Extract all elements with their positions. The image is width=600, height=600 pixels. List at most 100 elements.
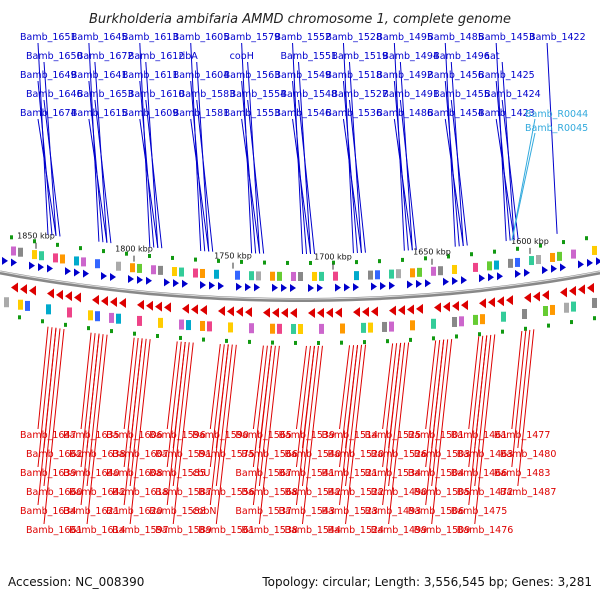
leader-line (196, 99, 214, 252)
leader-line (342, 118, 362, 253)
leader-line (209, 344, 229, 506)
cog-category-box (298, 323, 303, 334)
gc-mark (570, 320, 573, 325)
gene-label: Bamb_1591 (155, 449, 212, 460)
gene-label: Bamb_1486 (376, 108, 433, 119)
gc-mark (125, 251, 128, 256)
reverse-gene-arrow (47, 288, 54, 299)
leader-line (393, 118, 413, 251)
forward-gene-arrow (47, 264, 53, 273)
gc-mark (194, 257, 197, 262)
gc-mark (332, 260, 335, 265)
leader-line (495, 118, 515, 241)
cog-category-box (564, 302, 569, 313)
gene-label: Bamb_1544 (284, 525, 341, 536)
gene-label: Bamb_1552 (275, 32, 332, 43)
leader-line (88, 118, 108, 243)
reverse-gene-arrow (65, 291, 72, 302)
leader-line (247, 99, 265, 254)
leader-line (123, 337, 135, 430)
cog-category-box (214, 269, 219, 279)
leader-line (37, 327, 53, 468)
cog-category-box (375, 270, 380, 280)
forward-gene-arrow (137, 275, 143, 284)
tick-label: 1600 kbp (511, 237, 549, 246)
reverse-gene-arrow (569, 285, 576, 296)
gene-label: Bamb_1537 (235, 506, 292, 517)
forward-gene-arrow (335, 283, 341, 292)
leader-line (292, 80, 308, 255)
cog-category-box (508, 258, 513, 268)
gene-labels: Bamb_1651Bamb_1650Bamb_1649Bamb_1646Bamb… (20, 32, 588, 536)
cog-category-box (18, 247, 23, 257)
cog-category-box (543, 306, 548, 317)
forward-gene-arrow (560, 263, 566, 272)
reverse-gene-arrow (29, 285, 36, 296)
gene-label: Bamb_1613 (122, 32, 179, 43)
cog-category-box (557, 251, 562, 261)
gene-label: Bamb_1538 (241, 525, 298, 536)
gc-mark (240, 259, 243, 264)
cog-category-box (116, 313, 121, 324)
leader-line (215, 344, 233, 487)
gc-mark (340, 340, 343, 345)
gene-label: Bamb_1536 (325, 108, 382, 119)
gc-mark (378, 259, 381, 264)
cog-category-box (592, 297, 597, 308)
leader-line (450, 99, 468, 246)
gc-mark (41, 319, 44, 324)
map-title: Burkholderia ambifaria AMMD chromosome 1… (89, 12, 511, 27)
gc-mark (87, 326, 90, 331)
gc-mark (562, 240, 565, 245)
leader-line (348, 99, 366, 253)
leader-line (382, 343, 394, 430)
reverse-gene-arrow (263, 307, 270, 318)
gc-mark (133, 331, 136, 336)
leader-line (345, 344, 367, 525)
leader-line (172, 342, 190, 487)
reverse-gene-arrow (101, 295, 108, 306)
gene-label: Bamb_1651 (20, 32, 77, 43)
reverse-gene-arrow (56, 289, 63, 300)
reverse-gene-arrow (290, 307, 297, 318)
reverse-gene-arrow (443, 301, 450, 312)
forward-gene-arrow (272, 283, 278, 292)
gene-label: Bamb_1553 (224, 108, 281, 119)
gc-mark (217, 258, 220, 263)
gene-label: Bamb_1615 (71, 108, 128, 119)
gc-mark (478, 332, 481, 337)
gc-mark (424, 256, 427, 261)
leader-line (37, 326, 49, 430)
leader-line (172, 342, 194, 525)
forward-gene-arrow (290, 283, 296, 292)
gc-mark (225, 338, 228, 343)
gc-mark (547, 323, 550, 328)
gene-features (2, 235, 600, 345)
gene-label: Bamb_1526 (371, 449, 428, 460)
forward-gene-arrow (146, 276, 152, 285)
cog-category-box (431, 266, 436, 276)
leader-line (468, 335, 488, 506)
gene-label: Bamb_1543 (278, 506, 335, 517)
forward-gene-arrow (551, 264, 557, 273)
cog-category-box (25, 300, 30, 311)
gc-mark (593, 316, 596, 321)
gene-label: Bamb_1587 (155, 487, 212, 498)
gene-label: Bamb_1645 (71, 32, 128, 43)
gene-label: ribA (179, 51, 199, 62)
cog-category-box (158, 317, 163, 328)
rna-gene-label: Bamb_R0044 (525, 109, 588, 120)
cog-category-box (4, 297, 9, 308)
reverse-gene-arrow (317, 307, 324, 318)
cog-category-box (137, 263, 142, 273)
cog-category-box (81, 257, 86, 267)
reverse-gene-arrow (218, 305, 225, 316)
forward-gene-arrow (587, 258, 593, 267)
cog-category-box (529, 256, 534, 266)
gc-mark (409, 337, 412, 342)
reverse-gene-arrow (560, 287, 567, 298)
leader-line (388, 342, 410, 525)
gene-label: Bamb_1525 (365, 430, 422, 441)
gene-label: Bamb_1472 (457, 487, 514, 498)
